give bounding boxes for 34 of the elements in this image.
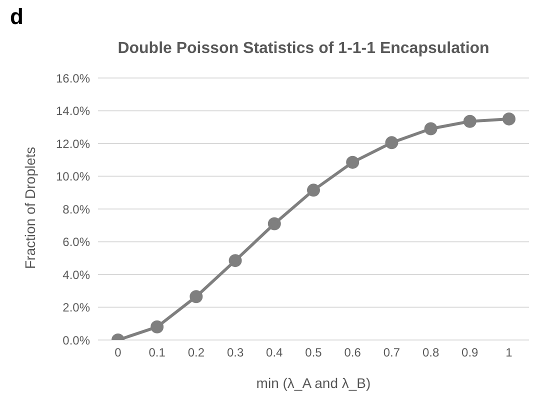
x-tick-label: 0.9 [462, 346, 479, 360]
y-tick-label: 6.0% [62, 235, 90, 250]
x-tick-label: 0.1 [148, 346, 166, 360]
point [424, 122, 438, 136]
point [228, 254, 242, 268]
chart-title: Double Poisson Statistics of 1-1-1 Encapsulation [116, 40, 490, 58]
x-tick-label: 0.3 [226, 346, 244, 360]
point [268, 217, 281, 230]
point [385, 136, 398, 150]
text: d [10, 4, 24, 30]
point [346, 156, 360, 169]
y-tick-label: 4.0% [62, 268, 90, 282]
y-tick-label: 2.0% [62, 300, 90, 315]
y-tick-label: 0.0% [62, 333, 90, 348]
x-tick-label: 0 [114, 346, 122, 360]
point [307, 184, 320, 197]
x-tick-label: 0.8 [422, 346, 440, 360]
x-tick-label: 0.5 [305, 346, 322, 360]
x-tick-label: 0.6 [344, 346, 362, 360]
x-tick-label: 0.7 [383, 346, 400, 360]
point [150, 320, 164, 334]
y-tick-label: 10.0% [56, 170, 90, 184]
x-tick-label: 0.2 [188, 346, 205, 360]
y-tick-label: 14.0% [56, 104, 90, 118]
y-axis-title: Fraction of Droplets [22, 146, 38, 269]
y-tick-label: 8.0% [62, 202, 90, 216]
y-tick-label: 16.0% [56, 71, 90, 86]
x-tick-label: 1 [506, 346, 513, 360]
x-axis-title: min (λ_A and λ_B) [256, 375, 371, 391]
y-tick-label: 12.0% [56, 136, 90, 151]
point [190, 290, 203, 304]
point [502, 112, 516, 126]
point [463, 114, 476, 128]
x-tick-label: 0.4 [266, 346, 284, 360]
